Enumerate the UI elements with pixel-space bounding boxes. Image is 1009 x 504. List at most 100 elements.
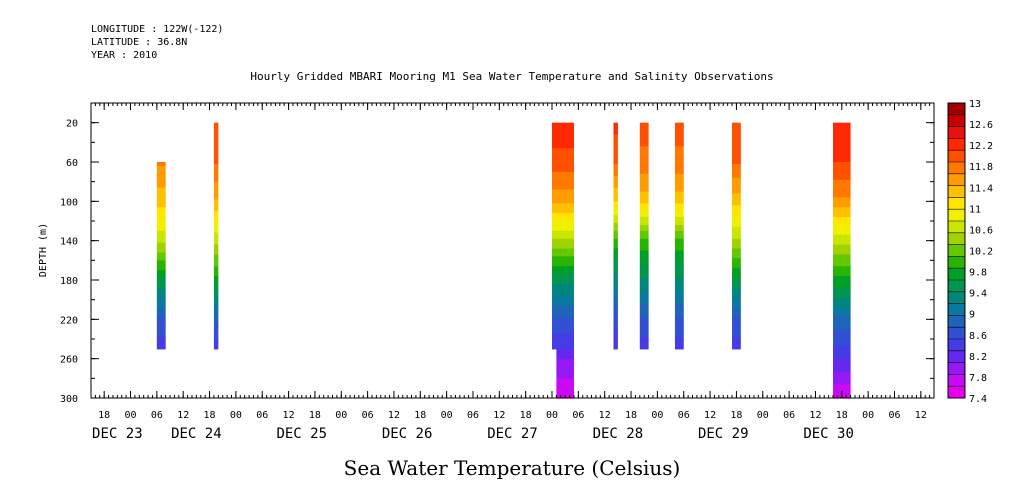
data-cell (213, 346, 219, 350)
data-cell (732, 205, 741, 208)
colorbar-label: 8.2 (969, 352, 987, 363)
data-cell (552, 130, 574, 134)
data-cell (639, 278, 649, 281)
data-cell (833, 209, 851, 212)
data-cell (156, 209, 166, 212)
data-cell (732, 305, 741, 309)
data-cell (732, 219, 741, 222)
data-cell (639, 122, 649, 126)
data-cell (552, 276, 574, 279)
data-cell (552, 264, 574, 267)
data-cell (613, 325, 618, 328)
data-cell (833, 193, 851, 197)
data-cell (552, 280, 574, 283)
data-cell (213, 195, 219, 198)
data-cell (156, 219, 166, 222)
colorbar-label: 12.2 (969, 141, 993, 152)
data-cell (833, 344, 851, 348)
data-cell (552, 230, 574, 234)
data-cell (213, 211, 219, 214)
data-cell (213, 128, 219, 132)
data-cell (639, 264, 649, 267)
data-cell (613, 201, 618, 204)
x-tick-label: 06 (151, 410, 163, 421)
data-cell (732, 169, 741, 173)
data-cell (213, 232, 219, 236)
data-cell (639, 297, 649, 301)
data-cell (732, 189, 741, 193)
data-cell (732, 246, 741, 250)
data-cell (552, 199, 574, 202)
data-cell (639, 162, 649, 165)
data-cell (732, 301, 741, 305)
data-cell (213, 130, 219, 134)
data-cell (674, 311, 684, 315)
data-cell (833, 307, 851, 311)
data-cell (613, 167, 618, 171)
y-axis-label: DEPTH (m) (38, 223, 49, 277)
data-cell (552, 315, 574, 318)
data-cell (156, 228, 166, 232)
data-cell (156, 274, 166, 277)
data-cell (213, 268, 219, 271)
data-cell (213, 169, 219, 173)
data-cell (552, 219, 574, 222)
data-cell (213, 339, 219, 342)
data-cell (156, 295, 166, 299)
data-cell (674, 154, 684, 157)
data-cell (613, 232, 618, 236)
data-cell (613, 313, 618, 316)
data-cell (674, 152, 684, 155)
data-cell (639, 207, 649, 210)
data-cell (833, 293, 851, 297)
data-cell (674, 146, 684, 149)
x-tick-label: 18 (520, 410, 532, 421)
data-cell (213, 266, 219, 269)
x-tick-label: 06 (572, 410, 584, 421)
data-cell (732, 313, 741, 316)
data-cell (674, 175, 684, 179)
data-cell (613, 260, 618, 263)
data-cell (156, 276, 166, 279)
data-cell (156, 230, 166, 234)
data-cell (732, 344, 741, 348)
data-cell (732, 337, 741, 340)
data-cell (156, 339, 166, 342)
data-cell (833, 183, 851, 187)
data-cell (732, 287, 741, 291)
data-cell (156, 252, 166, 256)
data-cell (613, 217, 618, 220)
data-cell (552, 274, 574, 277)
data-cell (213, 167, 219, 171)
data-cell (552, 291, 574, 295)
data-cell (674, 177, 684, 181)
data-cell (732, 163, 741, 167)
data-cell (613, 150, 618, 153)
data-cell (556, 352, 574, 356)
data-cell (674, 148, 684, 151)
colorbar-label: 11 (969, 204, 981, 215)
data-cell (213, 142, 219, 145)
data-cell (552, 175, 574, 179)
data-cell (552, 185, 574, 189)
data-cell (556, 358, 574, 362)
data-cell (639, 305, 649, 309)
data-cell (613, 156, 618, 159)
colorbar-swatch (948, 315, 965, 328)
data-cell (833, 256, 851, 259)
data-cell (674, 278, 684, 281)
data-cell (833, 297, 851, 301)
data-column (613, 122, 618, 350)
data-cell (156, 258, 166, 261)
data-cell (639, 138, 649, 141)
data-cell (732, 222, 741, 226)
data-cell (833, 197, 851, 200)
data-cell (674, 295, 684, 299)
data-cell (213, 173, 219, 177)
data-cell (156, 226, 166, 230)
data-cell (213, 276, 219, 279)
data-cell (674, 236, 684, 240)
data-cell (639, 163, 649, 167)
data-cell (732, 177, 741, 181)
data-cell (552, 165, 574, 169)
